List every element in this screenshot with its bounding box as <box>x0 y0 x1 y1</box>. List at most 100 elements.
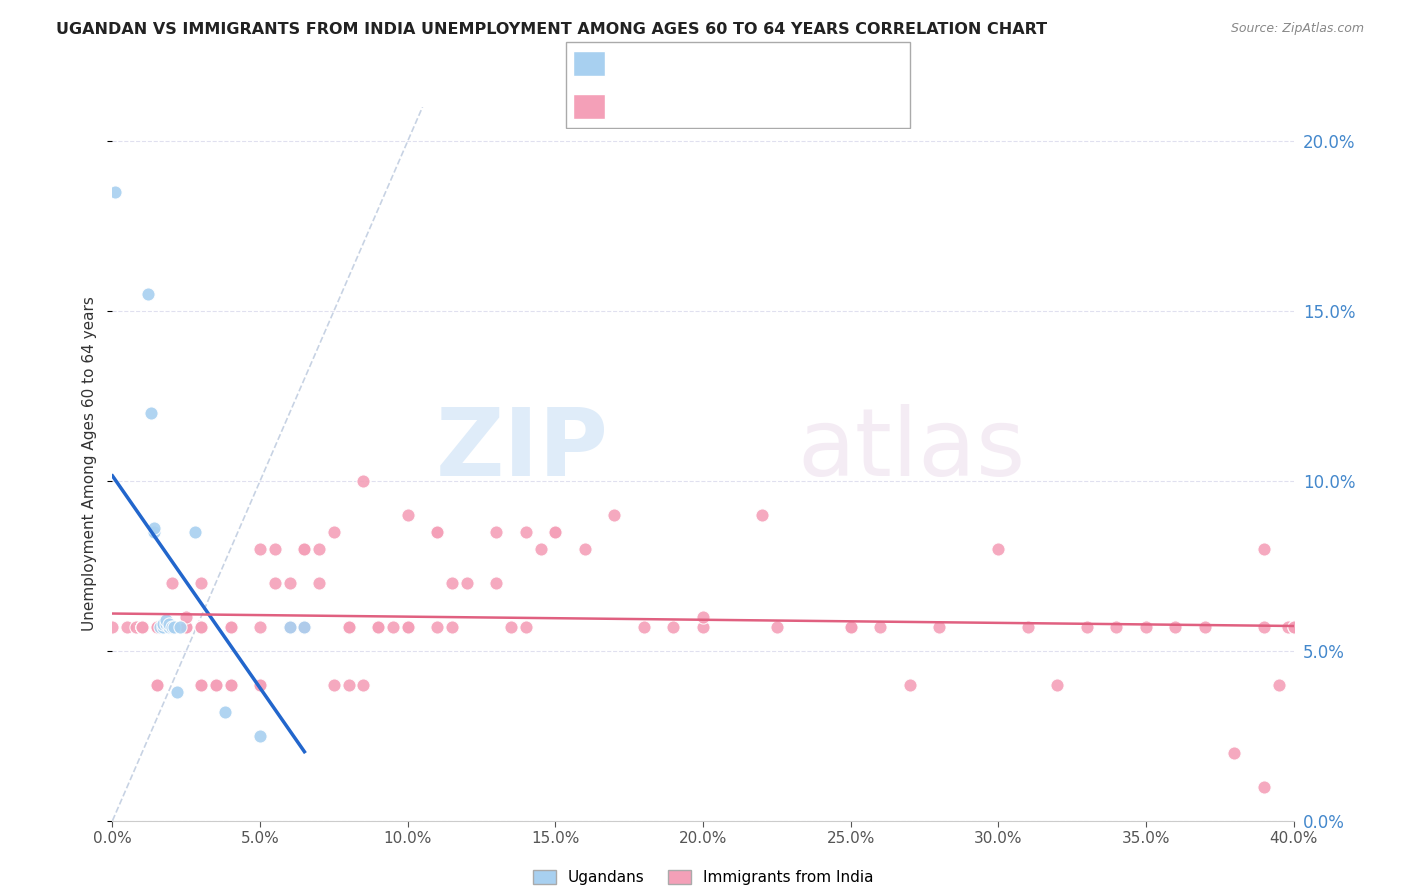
Point <box>529 541 551 556</box>
Point <box>692 620 714 634</box>
Point <box>160 620 183 634</box>
Point <box>367 620 389 634</box>
Point <box>146 620 169 634</box>
Point <box>574 541 596 556</box>
Point <box>249 729 271 743</box>
Point <box>426 524 449 539</box>
Point <box>146 678 169 692</box>
Text: 21: 21 <box>794 55 815 70</box>
Point <box>149 620 172 634</box>
Point <box>292 620 315 634</box>
Point <box>633 620 655 634</box>
Point <box>1282 620 1305 634</box>
Point <box>169 620 191 634</box>
Point <box>1164 620 1187 634</box>
Point <box>426 524 449 539</box>
Text: 0.065: 0.065 <box>662 98 711 113</box>
Point <box>1253 620 1275 634</box>
Point <box>603 508 626 522</box>
Point <box>219 678 242 692</box>
Point <box>174 620 197 634</box>
Point <box>190 575 212 590</box>
Point <box>352 678 374 692</box>
Point <box>219 678 242 692</box>
Point <box>441 620 464 634</box>
Point <box>117 620 138 634</box>
Point <box>987 541 1010 556</box>
Point <box>264 575 287 590</box>
Point <box>323 524 346 539</box>
Point <box>426 620 449 634</box>
Y-axis label: Unemployment Among Ages 60 to 64 years: Unemployment Among Ages 60 to 64 years <box>82 296 97 632</box>
Text: R =: R = <box>616 55 648 70</box>
Point <box>139 406 162 420</box>
Point <box>146 678 169 692</box>
Point <box>142 521 165 535</box>
Text: N =: N = <box>745 55 779 70</box>
FancyBboxPatch shape <box>574 51 605 76</box>
FancyBboxPatch shape <box>565 42 911 128</box>
Point <box>131 620 153 634</box>
Point <box>278 620 301 634</box>
Point <box>152 620 174 634</box>
Point <box>205 678 228 692</box>
Text: 102: 102 <box>794 98 827 113</box>
Text: 0.295: 0.295 <box>662 55 711 70</box>
Point <box>125 620 148 634</box>
Point <box>214 705 236 719</box>
Point <box>292 541 315 556</box>
Point <box>278 620 301 634</box>
Point <box>160 620 183 634</box>
Point <box>337 678 360 692</box>
Point <box>544 524 567 539</box>
Point <box>219 678 242 692</box>
Point <box>160 575 183 590</box>
Point <box>1223 746 1246 760</box>
Point <box>184 524 207 539</box>
Point <box>174 620 197 634</box>
Point <box>219 620 242 634</box>
Point <box>692 609 714 624</box>
Point <box>101 620 124 634</box>
Point <box>104 185 127 199</box>
FancyBboxPatch shape <box>574 94 605 119</box>
Point <box>352 474 374 488</box>
Point <box>1135 620 1157 634</box>
Text: R =: R = <box>616 98 648 113</box>
Point <box>1253 541 1275 556</box>
Point <box>367 620 389 634</box>
Point <box>136 287 159 301</box>
Point <box>155 613 177 627</box>
Point <box>396 620 419 634</box>
Point <box>157 616 180 631</box>
Point <box>219 620 242 634</box>
Point <box>264 541 287 556</box>
Point <box>515 524 537 539</box>
Point <box>142 524 165 539</box>
Point <box>278 575 301 590</box>
Point <box>249 678 271 692</box>
Point <box>382 620 405 634</box>
Point <box>337 620 360 634</box>
Point <box>323 678 346 692</box>
Point <box>1046 678 1069 692</box>
Point <box>485 575 508 590</box>
Legend: Ugandans, Immigrants from India: Ugandans, Immigrants from India <box>527 864 879 891</box>
Point <box>205 678 228 692</box>
Point <box>839 620 862 634</box>
Point <box>146 620 169 634</box>
Point <box>174 609 197 624</box>
Point <box>131 620 153 634</box>
Point <box>898 678 921 692</box>
Point <box>308 541 330 556</box>
Point <box>662 620 685 634</box>
Point <box>292 541 315 556</box>
Point <box>928 620 950 634</box>
Point <box>456 575 478 590</box>
Point <box>152 616 174 631</box>
Point <box>1268 678 1291 692</box>
Point <box>190 678 212 692</box>
Point <box>146 620 169 634</box>
Point <box>515 620 537 634</box>
Point <box>337 620 360 634</box>
